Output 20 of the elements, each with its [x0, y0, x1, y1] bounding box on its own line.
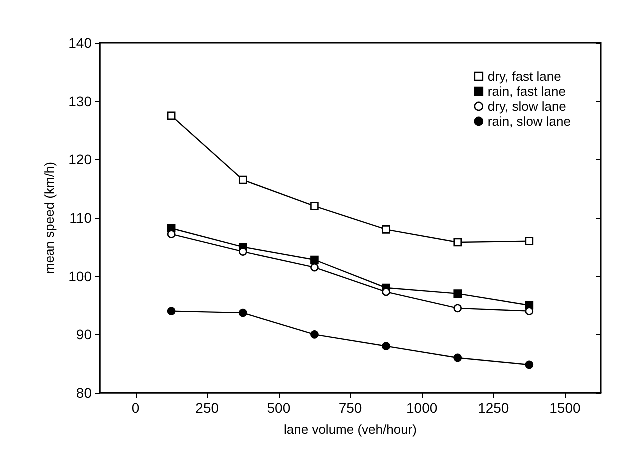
y-tick-label: 110	[70, 210, 92, 226]
x-axis-title: lane volume (veh/hour)	[284, 422, 417, 437]
x-tick-label: 250	[196, 400, 220, 416]
y-axis-title: mean speed (km/h)	[42, 162, 57, 274]
y-tick-label: 100	[68, 268, 92, 284]
x-tick-label: 1250	[478, 400, 510, 416]
legend-label: rain, slow lane	[488, 114, 572, 129]
y-tick-label: 80	[76, 385, 92, 401]
legend-label: dry, fast lane	[488, 69, 562, 84]
y-tick-label: 120	[68, 152, 92, 168]
y-tick-label: 90	[76, 326, 92, 343]
x-tick-label: 500	[267, 400, 291, 416]
x-tick-label: 0	[132, 400, 140, 416]
legend-label: dry, slow lane	[488, 99, 566, 114]
y-tick-label: 140	[68, 35, 92, 51]
x-tick-label: 1000	[406, 400, 438, 416]
y-tick-label: 130	[68, 93, 92, 110]
x-tick-label: 1500	[550, 400, 581, 416]
x-tick-label: 750	[338, 400, 362, 416]
legend-label: rain, fast lane	[488, 84, 566, 99]
